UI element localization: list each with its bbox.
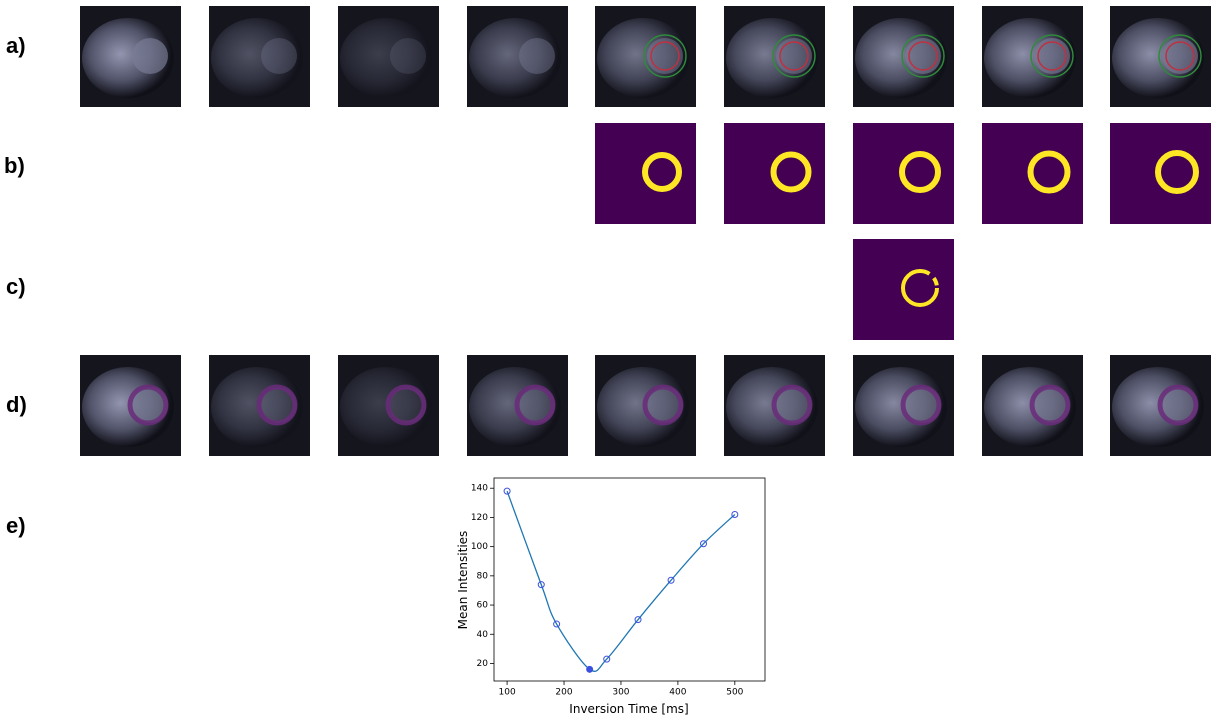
y-axis-label: Mean Intensities xyxy=(456,531,470,630)
plot: 100 200 300 400 500 20 40 60 80 100 120 140 xyxy=(471,484,744,698)
endo-contour xyxy=(779,41,809,71)
endo-contour xyxy=(1165,41,1195,71)
mri-tissue xyxy=(340,18,432,98)
data-point xyxy=(667,576,675,584)
x-tick-label: 300 xyxy=(612,688,629,698)
mri-tissue xyxy=(211,18,303,98)
mri-ventricle xyxy=(261,387,297,423)
mask-ring xyxy=(1155,150,1199,194)
epi-contour xyxy=(772,34,816,78)
mask-ring xyxy=(770,151,812,193)
endo-contour xyxy=(908,41,938,71)
epi-contour xyxy=(643,34,687,78)
data-point xyxy=(603,655,611,663)
mri-ventricle xyxy=(1034,387,1070,423)
x-axis-label: Inversion Time [ms] xyxy=(569,702,688,716)
epi-contour xyxy=(1158,34,1202,78)
myocardium-overlay xyxy=(1157,384,1199,426)
myocardium-overlay xyxy=(514,384,556,426)
data-point xyxy=(586,665,594,673)
plot-frame xyxy=(493,477,766,682)
mri-ventricle xyxy=(390,38,426,74)
myocardium-overlay xyxy=(385,384,427,426)
y-tick-label: 120 xyxy=(471,513,488,523)
row-label: a) xyxy=(6,33,26,58)
mask-ring xyxy=(899,151,941,193)
mri-ventricle xyxy=(390,387,426,423)
x-tick-label: 400 xyxy=(669,688,686,698)
mask-ring xyxy=(901,269,939,307)
mri-ventricle xyxy=(905,38,941,74)
data-point xyxy=(503,487,511,495)
mask-ring xyxy=(1027,150,1071,194)
y-tick-label: 140 xyxy=(471,484,488,494)
y-tick-label: 40 xyxy=(477,630,489,640)
mri-ventricle xyxy=(776,38,812,74)
fit-line xyxy=(506,490,736,672)
endo-contour xyxy=(1037,41,1067,71)
mask-ring xyxy=(642,152,682,192)
mri-tissue xyxy=(469,18,561,98)
y-tick-label: 20 xyxy=(477,659,489,669)
y-tick-label: 80 xyxy=(477,571,489,581)
mri-ventricle xyxy=(1162,38,1198,74)
image-grid xyxy=(80,6,1211,456)
endo-contour xyxy=(650,41,680,71)
data-point xyxy=(634,616,642,624)
mri-ventricle xyxy=(1034,38,1070,74)
row-label: e) xyxy=(6,513,26,538)
myocardium-overlay xyxy=(642,384,684,426)
mri-ventricle xyxy=(132,387,168,423)
myocardium-overlay xyxy=(127,384,169,426)
mri-ventricle xyxy=(519,387,555,423)
data-point xyxy=(700,540,708,548)
y-tick-label: 60 xyxy=(477,601,489,611)
y-tick-label: 100 xyxy=(471,542,488,552)
data-point xyxy=(731,511,739,519)
data-point xyxy=(553,620,561,628)
myocardium-overlay xyxy=(900,384,942,426)
mri-ventricle xyxy=(132,38,168,74)
mri-tissue xyxy=(726,18,818,98)
x-tick-label: 200 xyxy=(555,688,572,698)
mri-ventricle xyxy=(647,38,683,74)
myocardium-overlay xyxy=(256,384,298,426)
myocardium-overlay xyxy=(771,384,813,426)
mri-ventricle xyxy=(647,387,683,423)
x-tick-label: 100 xyxy=(499,688,516,698)
mri-ventricle xyxy=(776,387,812,423)
mri-tissue xyxy=(1112,18,1204,98)
row-label: b) xyxy=(4,153,25,178)
mri-ventricle xyxy=(261,38,297,74)
epi-contour xyxy=(901,34,945,78)
mri-tissue xyxy=(984,18,1076,98)
row-label: d) xyxy=(6,392,27,417)
data-point xyxy=(537,581,545,589)
mri-tissue xyxy=(82,18,174,98)
epi-contour xyxy=(1030,34,1074,78)
myocardium-overlay xyxy=(1029,384,1071,426)
mri-tissue xyxy=(597,18,689,98)
mri-ventricle xyxy=(905,387,941,423)
row-label: c) xyxy=(6,274,26,299)
x-tick-label: 500 xyxy=(726,688,743,698)
mri-ventricle xyxy=(1162,387,1198,423)
mri-tissue xyxy=(855,18,947,98)
mri-ventricle xyxy=(519,38,555,74)
